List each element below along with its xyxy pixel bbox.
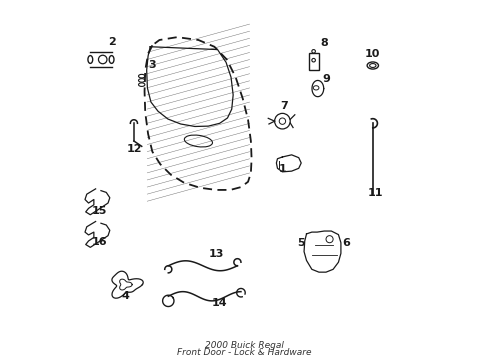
- Text: 6: 6: [341, 238, 349, 248]
- Text: 4: 4: [121, 291, 129, 301]
- Polygon shape: [276, 155, 301, 172]
- Text: 15: 15: [91, 206, 106, 216]
- Text: Front Door - Lock & Hardware: Front Door - Lock & Hardware: [177, 348, 311, 357]
- Text: 14: 14: [211, 298, 227, 307]
- Text: 12: 12: [126, 144, 142, 154]
- Text: 8: 8: [320, 38, 328, 48]
- Text: 11: 11: [367, 188, 383, 198]
- Text: 9: 9: [322, 74, 330, 84]
- Text: 13: 13: [209, 249, 224, 259]
- Bar: [308, 53, 318, 70]
- Text: 7: 7: [279, 100, 287, 111]
- Text: 2: 2: [108, 37, 116, 47]
- Text: 1: 1: [278, 164, 285, 174]
- Text: 5: 5: [296, 238, 304, 248]
- Text: 16: 16: [91, 237, 107, 247]
- Text: 3: 3: [148, 60, 155, 70]
- Text: 2000 Buick Regal: 2000 Buick Regal: [204, 341, 284, 350]
- Text: 10: 10: [364, 49, 380, 59]
